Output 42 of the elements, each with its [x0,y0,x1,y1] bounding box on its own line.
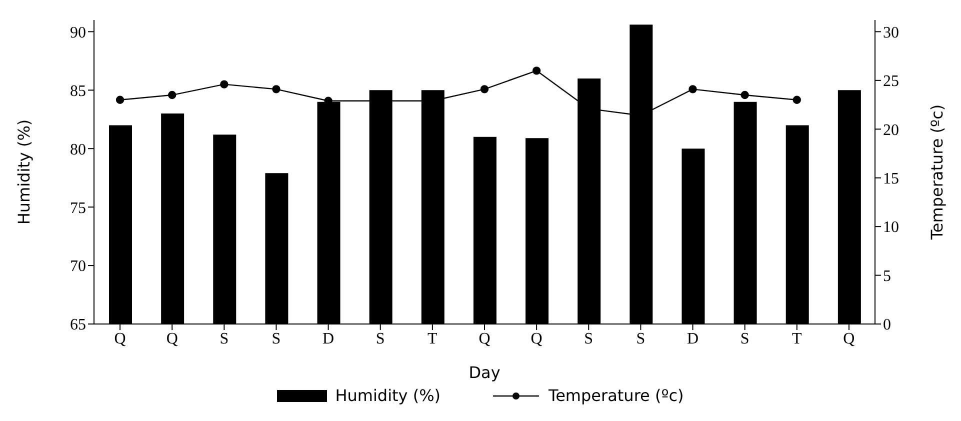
point [116,96,124,104]
x-tick-label: T [428,330,438,348]
y2-tick-label: 25 [883,73,899,90]
x-tick-label: T [792,330,802,348]
x-tick-label: S [272,330,281,348]
y2-axis-title: Temperature (ºc) [928,104,947,241]
point [480,85,489,94]
y-axis-title: Humidity (%) [14,119,34,225]
point [272,85,280,94]
y2-tick-label: 20 [883,122,899,139]
x-tick-label: Q [166,330,178,348]
point [740,90,749,100]
y2-tick-label: 10 [883,219,899,236]
x-tick-label: D [322,330,334,348]
x-tick-label: S [740,330,750,348]
x-tick-label: D [686,330,699,348]
x-tick-label: Q [114,330,126,348]
y-tick-label: 65 [70,316,86,334]
x-tick-label: S [636,330,646,348]
point [532,66,541,75]
x-tick-label: S [376,330,385,348]
x-tick-label: Q [478,330,491,348]
x-tick-label: S [584,330,594,348]
point [688,85,697,94]
point [220,80,228,88]
x-axis-title: Day [468,363,500,382]
y2-tick-label: 5 [883,268,891,285]
y2-tick-label: 0 [883,316,891,334]
point [168,90,176,100]
y-tick-label: 75 [70,200,86,217]
x-tick-label: Q [843,330,856,348]
y2-tick-label: 15 [883,170,899,188]
y-tick-label: 70 [70,258,86,276]
x-tick-label: Q [530,330,543,348]
y-tick-label: 90 [70,24,86,42]
y-tick-label: 80 [70,141,86,158]
legend-label: Temperature (ºc) [548,386,684,405]
x-tick-label: S [220,330,229,348]
legend-label: Humidity (%) [335,386,441,405]
y-tick-label: 85 [70,82,86,100]
point [792,96,801,104]
y2-tick-label: 30 [883,24,899,42]
